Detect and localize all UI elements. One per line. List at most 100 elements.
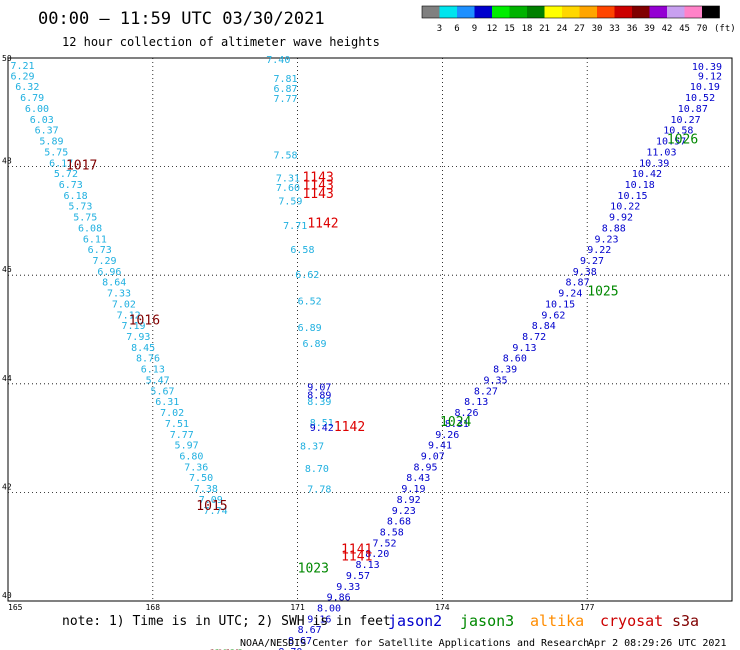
legend-jason2: jason2	[388, 612, 442, 630]
wave-height-label: 7.78	[307, 485, 331, 496]
wave-height-label: 8.39	[493, 365, 517, 376]
pass-number-label: 1026	[667, 132, 698, 147]
wave-height-label: 8.67	[298, 625, 322, 636]
wave-height-label: 8.88	[602, 223, 626, 234]
legend-cryosat: cryosat	[600, 612, 663, 630]
y-tick-label: 42	[2, 482, 12, 491]
wave-height-label: 7.21	[10, 61, 34, 72]
x-tick-label: 168	[146, 603, 161, 612]
wave-height-label: 6.31	[155, 397, 179, 408]
pass-number-label: 1143	[302, 179, 333, 194]
wave-height-label: 7.02	[112, 299, 136, 310]
wave-height-label: 7.19	[121, 321, 145, 332]
satellite-legend: jason2 jason3 altika cryosat s3a	[388, 612, 699, 630]
wave-height-label: 7.38	[194, 484, 218, 495]
wave-height-label: 6.79	[20, 93, 44, 104]
scale-swatch	[597, 6, 615, 18]
wave-height-label: 6.03	[30, 115, 54, 126]
wave-height-label: 6.32	[15, 82, 39, 93]
wave-height-label: 10.52	[685, 93, 715, 104]
wave-height-label: 7.77	[170, 430, 194, 441]
wave-height-label: 6.73	[59, 180, 83, 191]
wave-height-label: 7.36	[184, 462, 208, 473]
wave-height-label: 7.40	[266, 55, 290, 66]
wave-height-label: 6.89	[302, 339, 326, 350]
wave-height-label: 9.41	[428, 441, 452, 452]
scale-swatch	[649, 6, 667, 18]
pass-number-label: 1142	[307, 217, 338, 232]
wave-height-label: 9.33	[336, 582, 360, 593]
scale-unit: (ft)	[714, 24, 736, 34]
footnote: note: 1) Time is in UTC; 2) SWH is in fe…	[62, 614, 391, 629]
wave-height-label: 8.13	[356, 560, 380, 571]
wave-height-label: 8.20	[365, 549, 389, 560]
pass-number-label: 1024	[440, 415, 471, 430]
plot-frame	[7, 57, 733, 602]
legend-s3a: s3a	[672, 612, 699, 630]
scale-swatch	[684, 6, 702, 18]
wave-height-color-scale: 3 6 9 12 15 18 21 24 27 30 33 36 39 42 45 70 (ft)	[421, 5, 736, 34]
scale-label: 6	[454, 24, 459, 34]
wave-height-label: 7.81	[274, 74, 298, 85]
wave-height-label: 9.26	[435, 430, 459, 441]
wave-height-label: 6.62	[295, 270, 319, 281]
legend-jason3: jason3	[460, 612, 514, 630]
scale-swatch	[632, 6, 650, 18]
scale-label: 42	[662, 24, 673, 34]
wave-height-label: 9.92	[609, 213, 633, 224]
x-tick-label: 171	[290, 603, 305, 612]
wave-height-label: 8.31	[445, 419, 469, 430]
wave-height-label: 8.39	[307, 397, 331, 408]
wave-height-label: 8.43	[406, 473, 430, 484]
wave-height-label: 8.72	[522, 332, 546, 343]
chart-title: 00:00 – 11:59 UTC 03/30/2021	[38, 9, 325, 29]
wave-height-label: 8.92	[397, 495, 421, 506]
wave-height-label: 7.33	[107, 289, 131, 300]
scale-label: 18	[522, 24, 533, 34]
x-tick-label: 174	[435, 603, 450, 612]
scale-label: 12	[487, 24, 498, 34]
legend-altika: altika	[530, 612, 584, 630]
scale-swatch	[702, 6, 720, 18]
wave-height-label: 9.23	[392, 506, 416, 517]
wave-height-label: 9.27	[580, 256, 604, 267]
pass-number-label: 1016	[129, 313, 160, 328]
y-tick-label: 40	[2, 591, 12, 600]
pass-number-label: 1141	[341, 549, 372, 564]
timestamp: Apr 2 08:29:26 UTC 2021	[588, 638, 726, 649]
wave-height-label: 8.60	[503, 354, 527, 365]
scale-swatch	[614, 6, 632, 18]
wave-height-label: 8.70	[305, 464, 329, 475]
wave-height-label: 8.45	[131, 343, 155, 354]
wave-height-label: 8.70	[278, 647, 302, 650]
wave-height-label: 9.35	[483, 375, 507, 386]
chart-subtitle: 12 hour collection of altimeter wave hei…	[62, 35, 380, 49]
wave-height-label: 9.07	[421, 451, 445, 462]
wave-height-label: 10.22	[610, 202, 640, 213]
wave-height-label: 9.12	[698, 71, 722, 82]
wave-height-label: 7.59	[278, 196, 302, 207]
wave-height-label: 5.75	[73, 213, 97, 224]
wave-height-label: 10.42	[632, 169, 662, 180]
scale-label: 24	[557, 24, 568, 34]
wave-height-label: 10.57	[656, 137, 686, 148]
wave-height-label: 9.23	[594, 234, 618, 245]
pass-number-label: 1014	[208, 648, 239, 650]
scale-frame	[421, 5, 720, 19]
wave-height-label: 8.76	[136, 354, 160, 365]
scale-label: 70	[697, 24, 708, 34]
wave-height-label: 9.16	[307, 614, 331, 625]
pass-number-label: 1023	[298, 561, 329, 576]
wave-height-label: 10.27	[671, 115, 701, 126]
wave-height-label: 8.51	[310, 418, 334, 429]
wave-height-label: 9.38	[573, 267, 597, 278]
wave-height-label: 7.93	[126, 332, 150, 343]
grid-lines	[8, 58, 732, 601]
wave-height-label: 5.67	[150, 386, 174, 397]
scale-label: 3	[437, 24, 442, 34]
wave-height-label: 5.97	[175, 441, 199, 452]
scale-swatch	[527, 6, 545, 18]
wave-height-label: 8.13	[464, 397, 488, 408]
y-tick-label: 50	[2, 54, 12, 63]
